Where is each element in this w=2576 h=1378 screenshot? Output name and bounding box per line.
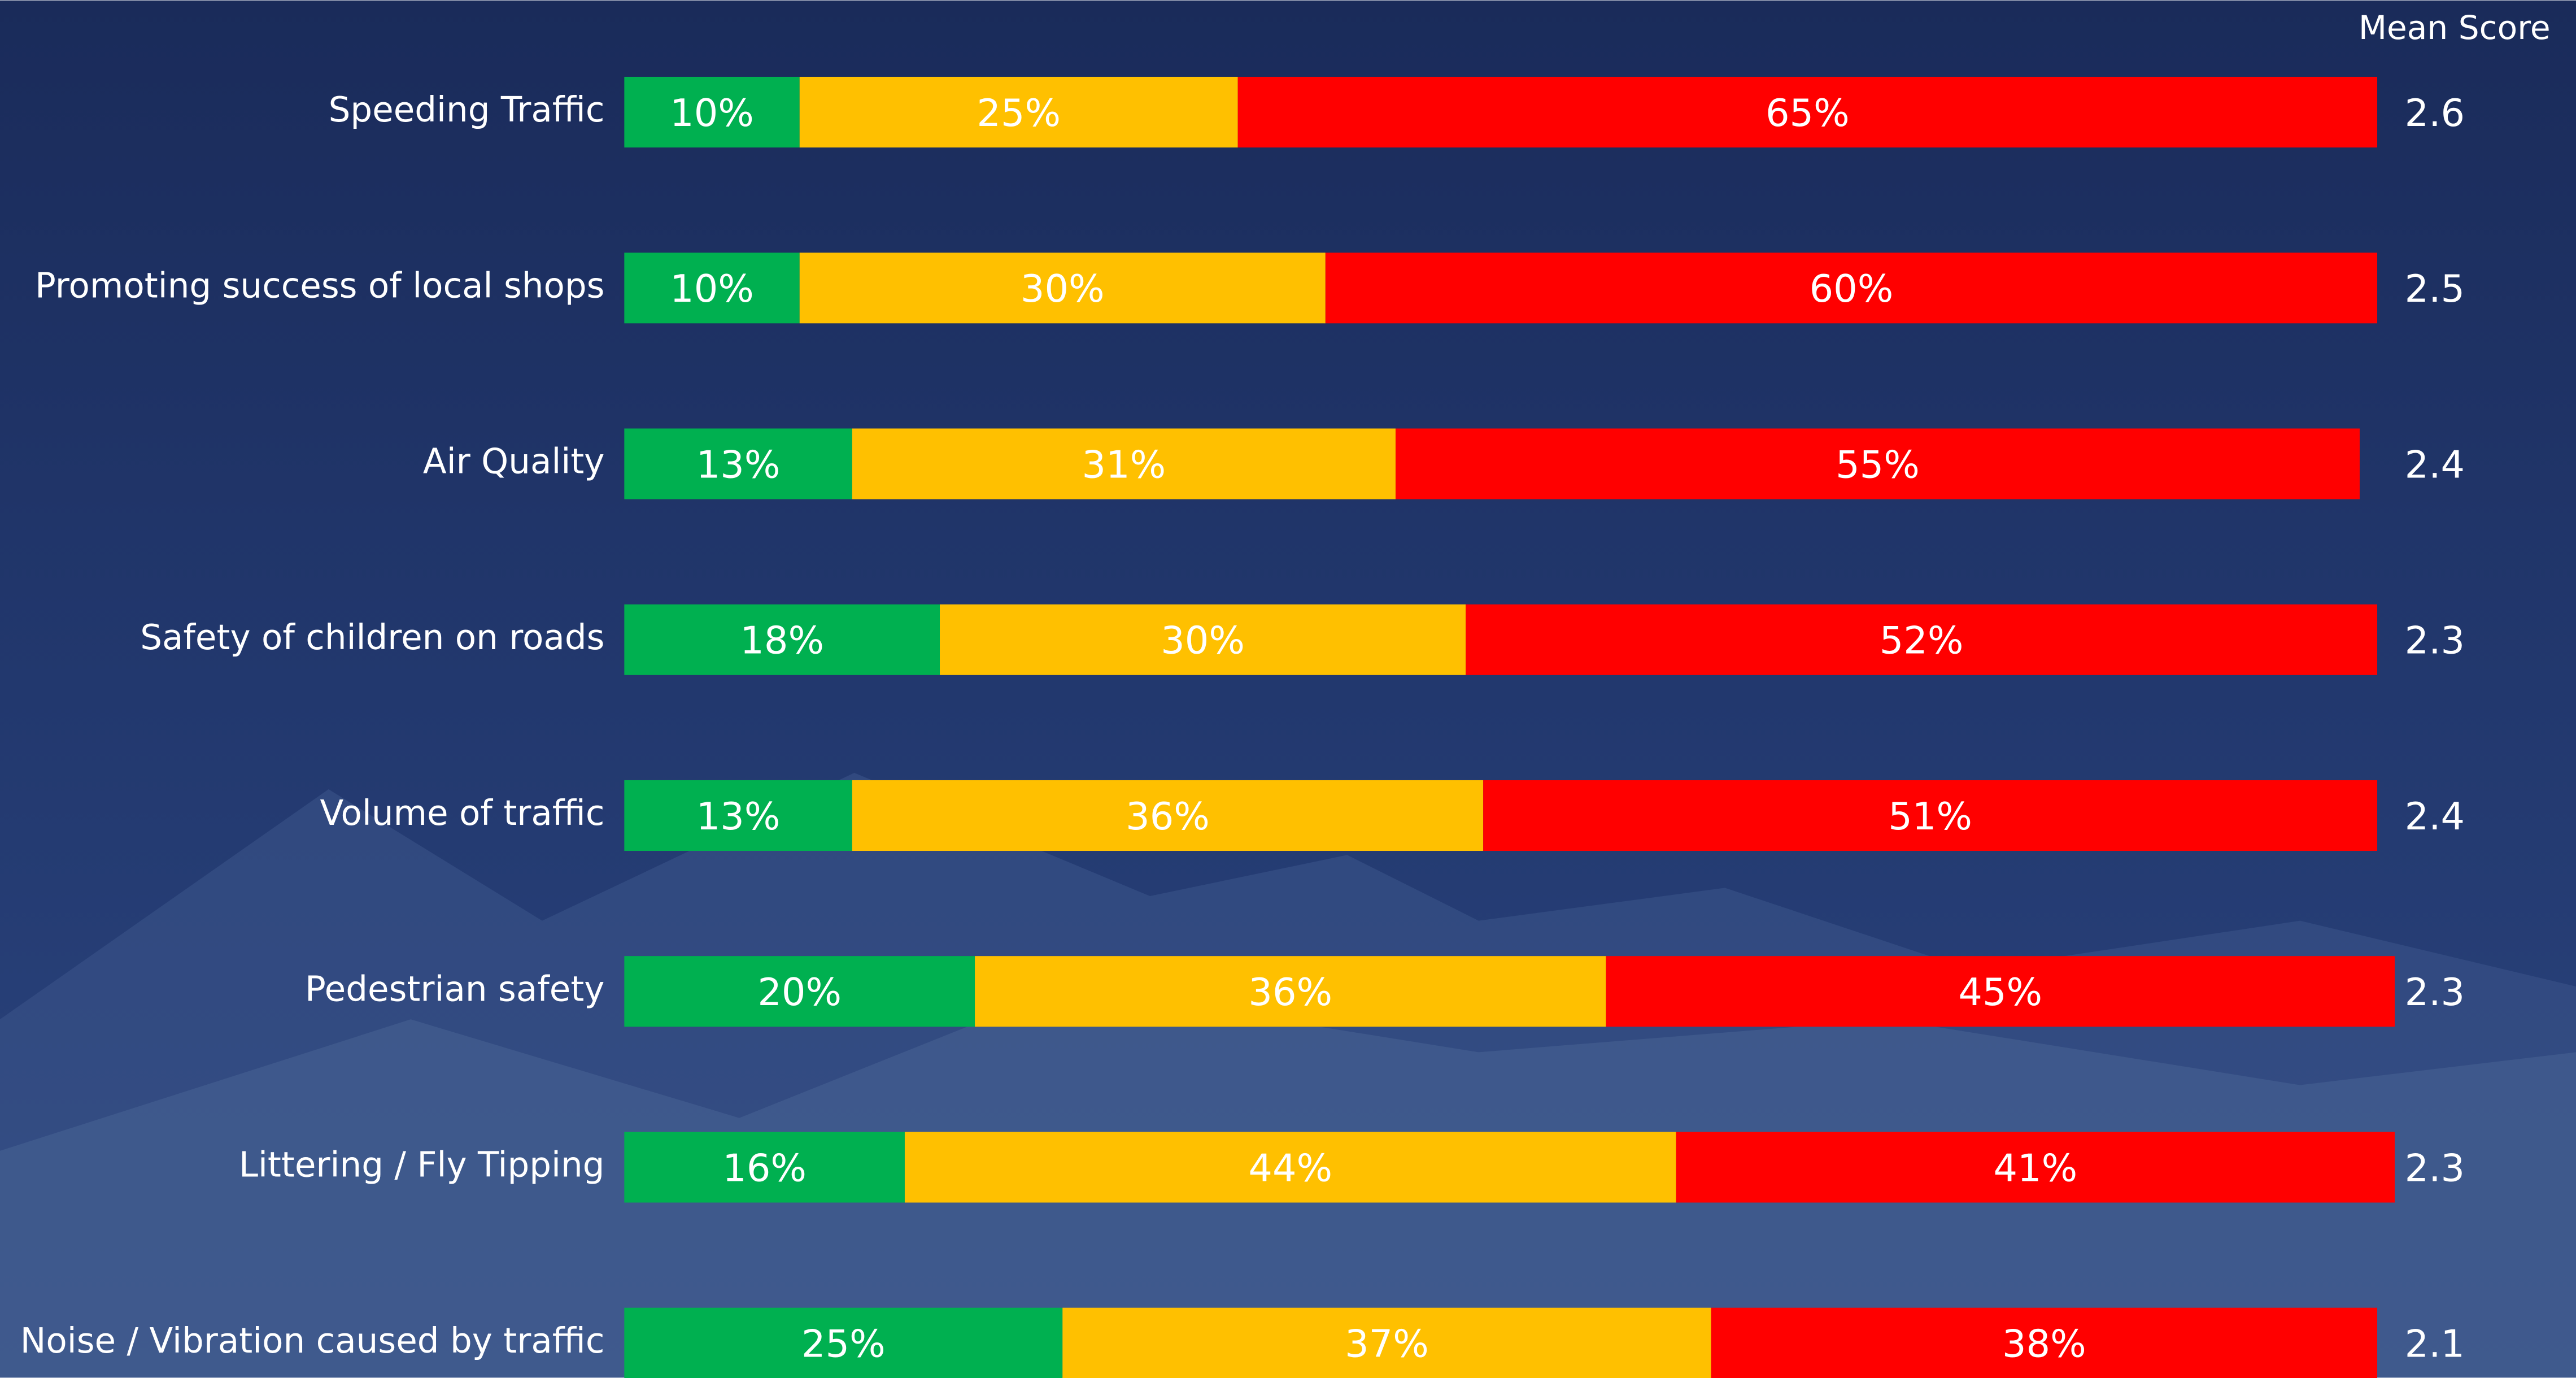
value-label: 65% [1766,91,1850,135]
mean-score: 2.3 [2405,970,2465,1014]
bar-segment [1325,253,2378,324]
value-label: 52% [1880,619,1964,663]
bar-segment [624,253,800,324]
category-label: Speeding Traffic [329,90,605,130]
category-label: Volume of traffic [320,793,604,833]
category-label: Promoting success of local shops [35,266,604,306]
bar-segment [1676,1132,2395,1203]
bar-segment [1606,956,2395,1027]
bar-segment [852,780,1484,851]
bar-segment [904,1132,1676,1203]
mean-score: 2.6 [2405,91,2465,135]
category-label: Noise / Vibration caused by traffic [20,1321,605,1361]
mean-score: 2.5 [2405,267,2465,311]
mean-score: 2.1 [2405,1322,2465,1366]
value-label: 51% [1888,794,1972,838]
value-label: 31% [1082,442,1166,486]
bar-segment [624,76,800,148]
bar-segment [624,428,852,499]
bar-segment [1483,780,2378,851]
bar-segment [1466,604,2378,675]
bar-segment [975,956,1606,1027]
bar-segment [624,780,852,851]
category-label: Littering / Fly Tipping [239,1145,604,1185]
bar-segment [624,1307,1063,1378]
value-label: 10% [670,267,754,311]
value-label: 37% [1345,1322,1429,1366]
bar-segment [1395,428,2360,499]
bar-segment [624,604,940,675]
value-label: 30% [1021,267,1105,311]
mean-score-header: Mean Score [2359,8,2551,47]
mean-score: 2.4 [2405,442,2465,486]
value-label: 30% [1161,619,1245,663]
bar-segment [1711,1307,2378,1378]
bar-segment [1237,76,2378,148]
value-label: 36% [1248,970,1332,1014]
value-label: 38% [2002,1322,2086,1366]
value-label: 60% [1810,267,1894,311]
category-label: Safety of children on roads [140,618,604,658]
bar-segment [852,428,1396,499]
value-label: 16% [722,1146,807,1190]
value-label: 41% [1993,1146,2077,1190]
mean-score: 2.3 [2405,1146,2465,1190]
value-label: 13% [696,794,781,838]
bar-segment [1062,1307,1711,1378]
category-label: Air Quality [423,442,605,482]
value-label: 25% [977,91,1061,135]
value-label: 45% [1958,970,2042,1014]
bar-segment [624,1132,905,1203]
bar-segment [799,253,1326,324]
value-label: 55% [1836,442,1920,486]
value-label: 44% [1248,1146,1332,1190]
mean-score: 2.4 [2405,794,2465,838]
bar-segment [799,76,1238,148]
category-label: Pedestrian safety [305,969,604,1009]
value-label: 20% [757,970,842,1014]
bar-segment [624,956,975,1027]
mean-score: 2.3 [2405,619,2465,663]
value-label: 18% [740,619,824,663]
value-label: 25% [801,1322,886,1366]
bar-segment [940,604,1466,675]
value-label: 36% [1126,794,1210,838]
value-label: 10% [670,91,754,135]
value-label: 13% [696,442,781,486]
